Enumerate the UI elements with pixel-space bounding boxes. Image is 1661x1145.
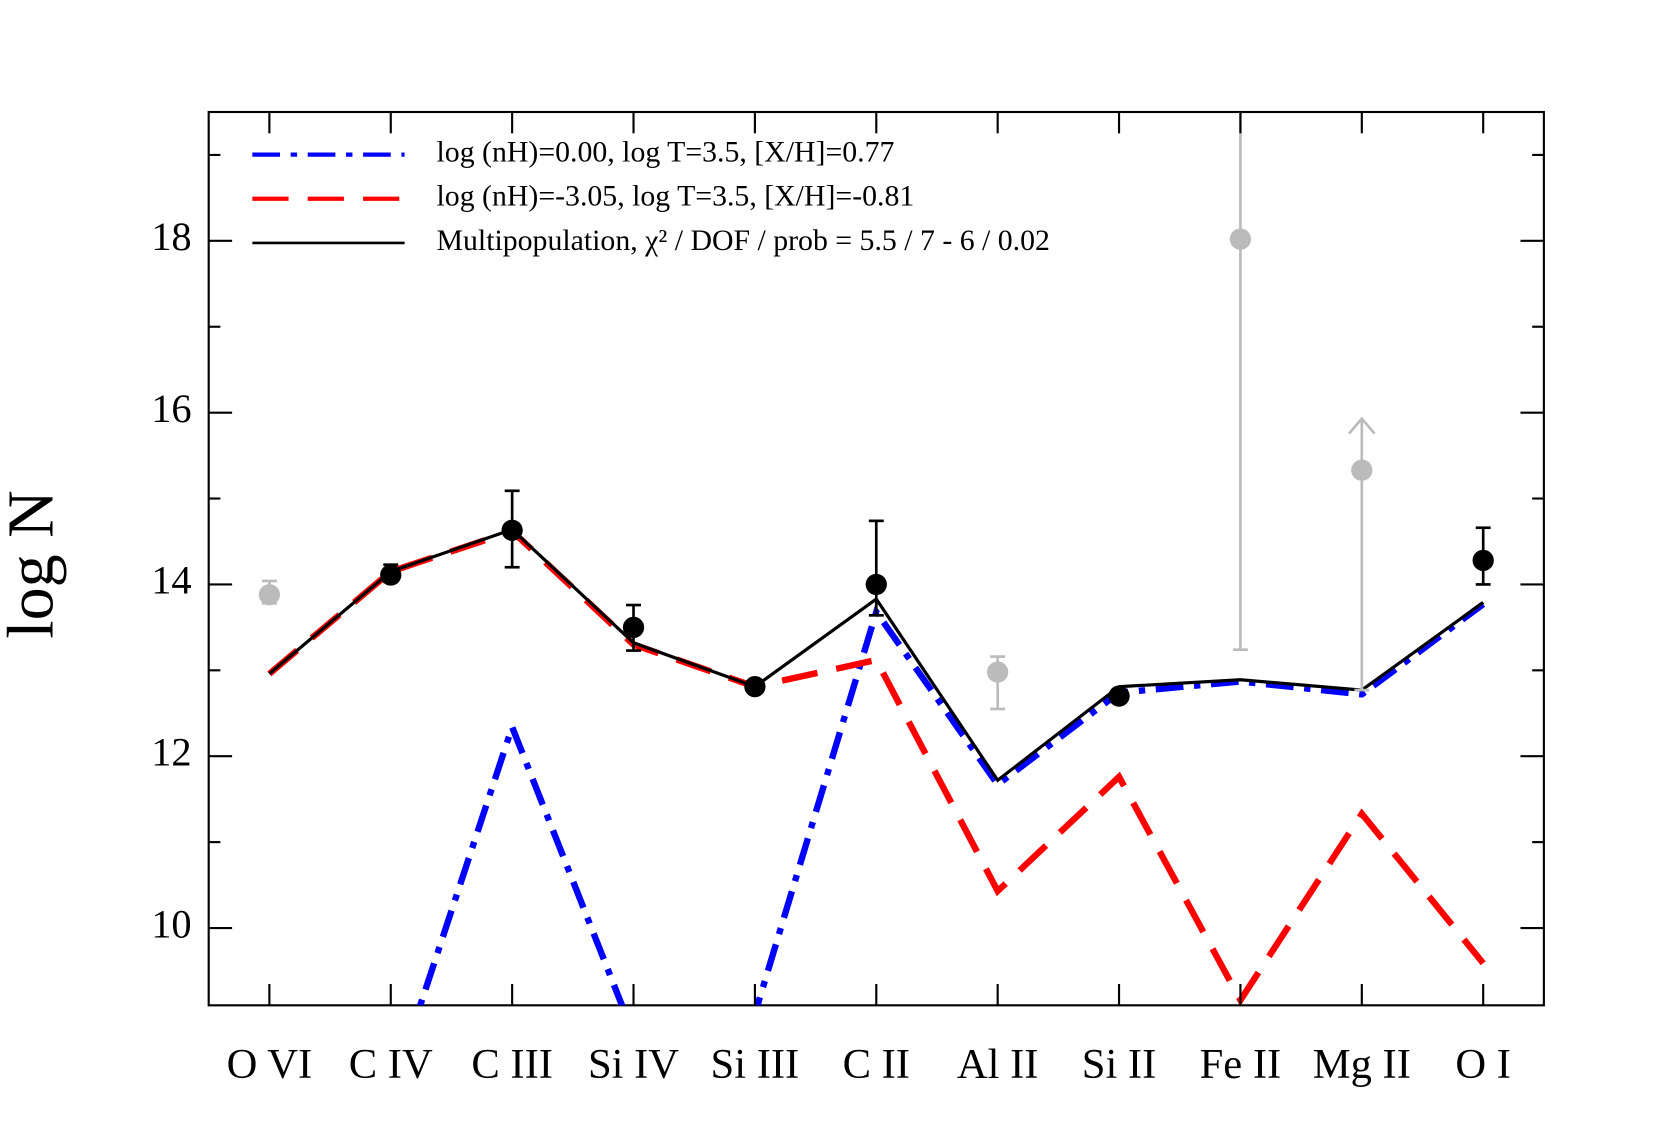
- observed-point: [744, 675, 766, 698]
- y-tick-label: 10: [151, 901, 191, 946]
- observed-point: [501, 519, 523, 541]
- observed-point: [380, 564, 402, 586]
- x-tick-label: C III: [471, 1041, 553, 1088]
- y-tick-label: 14: [151, 558, 191, 603]
- model-line: [416, 601, 1486, 1006]
- x-tick-label: O I: [1455, 1041, 1511, 1088]
- y-tick-label: 16: [151, 386, 191, 431]
- x-tick-label: C IV: [349, 1041, 433, 1088]
- x-tick-label: Si II: [1082, 1041, 1157, 1088]
- y-tick-label: 12: [151, 730, 191, 775]
- y-tick-label: 18: [151, 214, 191, 259]
- legend-label: log (nH)=-3.05, log T=3.5, [X/H]=-0.81: [437, 180, 915, 213]
- x-tick-label: Mg II: [1313, 1041, 1411, 1088]
- observed-point: [1351, 459, 1373, 481]
- observed-point: [258, 584, 281, 606]
- x-tick-label: Si IV: [588, 1041, 679, 1088]
- legend-label: Multipopulation, χ² / DOF / prob = 5.5 /…: [437, 224, 1050, 257]
- limit-arrow: [1348, 416, 1376, 435]
- observed-point: [622, 616, 645, 639]
- observed-point: [987, 661, 1009, 683]
- legend-label: log (nH)=0.00, log T=3.5, [X/H]=0.77: [437, 135, 895, 168]
- x-tick-label: Fe II: [1200, 1041, 1282, 1088]
- observed-point: [1229, 228, 1252, 250]
- observed-point: [1472, 549, 1494, 572]
- x-tick-label: O VI: [227, 1041, 313, 1088]
- plot-area: [258, 111, 1494, 1006]
- x-tick-label: Si III: [711, 1041, 800, 1088]
- observed-point: [865, 573, 887, 596]
- x-tick-label: C II: [843, 1041, 910, 1088]
- y-axis-label: log N: [0, 490, 67, 639]
- observed-point: [1108, 685, 1130, 707]
- x-tick-label: Al II: [957, 1041, 1039, 1088]
